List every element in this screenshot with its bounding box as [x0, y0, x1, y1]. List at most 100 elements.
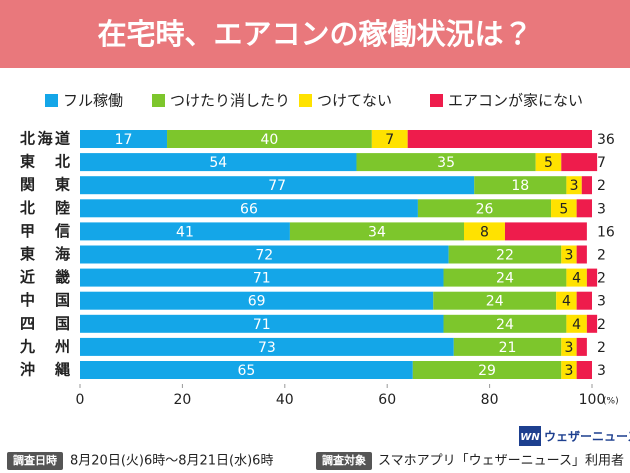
value-label: 3 — [597, 363, 606, 379]
bar-segment — [80, 199, 418, 218]
x-tick-label: 0 — [76, 392, 85, 408]
logo-mark-text: WN — [520, 432, 540, 443]
bar-segment — [412, 361, 562, 379]
value-label: 3 — [564, 340, 573, 356]
value-label: 24 — [496, 271, 514, 287]
value-label: 3 — [597, 294, 606, 310]
value-label: 17 — [115, 132, 133, 148]
bar-segment — [561, 361, 577, 379]
y-tick-label: 甲信 — [20, 222, 70, 240]
y-tick-label: 関東 — [20, 176, 70, 194]
value-label: 29 — [478, 363, 496, 379]
value-label: 2 — [597, 178, 606, 194]
bar-segment — [443, 268, 567, 287]
value-label: 71 — [253, 317, 271, 333]
bar-segment — [356, 153, 536, 172]
value-label: 40 — [261, 132, 279, 148]
bar-segment — [80, 222, 290, 241]
legend-swatch — [430, 94, 443, 107]
logo-name: ウェザーニュース — [544, 430, 630, 444]
y-tick-label: 中国 — [20, 291, 70, 309]
y-tick-label: 四国 — [20, 314, 70, 332]
bar-segment — [464, 222, 505, 241]
legend-swatch — [45, 94, 58, 107]
legend-label: つけたり消したり — [170, 92, 290, 110]
value-label: 3 — [564, 248, 573, 264]
value-label: 73 — [258, 340, 276, 356]
y-tick-label: 東北 — [20, 153, 70, 171]
bar-segment — [586, 314, 598, 333]
y-tick-label: 東海 — [20, 245, 70, 263]
value-label: 3 — [564, 363, 573, 379]
value-label: 2 — [597, 248, 606, 264]
value-label: 2 — [597, 271, 606, 287]
bar-segment — [566, 176, 582, 195]
value-label: 24 — [496, 317, 514, 333]
value-label: 16 — [597, 224, 615, 240]
value-label: 3 — [597, 201, 606, 217]
value-label: 5 — [544, 155, 553, 171]
chart-title: 在宅時、エアコンの稼働状況は？ — [97, 17, 532, 51]
badge — [7, 452, 63, 470]
y-tick-label: 沖縄 — [20, 361, 70, 379]
y-tick-label: 近畿 — [20, 268, 70, 286]
value-label: 69 — [248, 294, 266, 310]
value-label: 24 — [486, 294, 504, 310]
bar-segment — [433, 291, 557, 310]
value-label: 5 — [559, 201, 568, 217]
bar-segment — [80, 130, 168, 148]
value-label: 2 — [597, 317, 606, 333]
footer-label: 調査日時 — [13, 453, 57, 467]
bar-segment — [581, 176, 592, 195]
bar-segment — [566, 314, 587, 333]
bar-segment — [80, 314, 444, 333]
title-banner — [0, 0, 630, 68]
value-label: 2 — [597, 340, 606, 356]
x-unit: (%) — [603, 397, 619, 407]
y-tick-label: 九州 — [19, 337, 70, 355]
bar-segment — [80, 268, 444, 287]
bar-segment — [535, 153, 562, 172]
x-tick-label: 20 — [173, 392, 191, 408]
bar-segment — [556, 291, 577, 310]
value-label: 4 — [572, 271, 581, 287]
bar-segment — [80, 291, 434, 310]
bar-segment — [566, 268, 587, 287]
bar-segment — [576, 245, 587, 264]
value-label: 71 — [253, 271, 271, 287]
footer-text: 8月20日(火)6時〜8月21日(水)6時 — [70, 454, 273, 469]
value-label: 7 — [597, 155, 606, 171]
value-label: 21 — [499, 340, 517, 356]
badge — [316, 452, 372, 470]
bar-segment — [80, 153, 357, 172]
value-label: 66 — [240, 201, 258, 217]
value-label: 36 — [597, 132, 615, 148]
value-label: 7 — [385, 132, 394, 148]
bar-segment — [561, 245, 577, 264]
bar-segment — [289, 222, 464, 241]
x-tick-label: 60 — [378, 392, 396, 408]
value-label: 54 — [209, 155, 227, 171]
value-label: 34 — [368, 224, 386, 240]
bar-segment — [371, 130, 408, 148]
bar-segment — [80, 245, 449, 264]
bar-segment — [576, 337, 587, 356]
bar-segment — [443, 314, 567, 333]
value-label: 18 — [511, 178, 529, 194]
bar-segment — [417, 199, 552, 218]
value-label: 4 — [562, 294, 571, 310]
bar-segment — [586, 268, 598, 287]
value-label: 26 — [476, 201, 494, 217]
y-tick-label: 北陸 — [20, 199, 70, 217]
bar-segment — [561, 337, 577, 356]
x-tick-label: 40 — [276, 392, 294, 408]
footer-label: 調査対象 — [322, 453, 366, 467]
bar-segment — [561, 153, 598, 172]
value-label: 77 — [268, 178, 286, 194]
legend-swatch — [299, 94, 312, 107]
legend-swatch — [152, 94, 165, 107]
bar-segment — [80, 337, 454, 356]
value-label: 65 — [237, 363, 255, 379]
legend-label: エアコンが家にない — [448, 92, 583, 110]
